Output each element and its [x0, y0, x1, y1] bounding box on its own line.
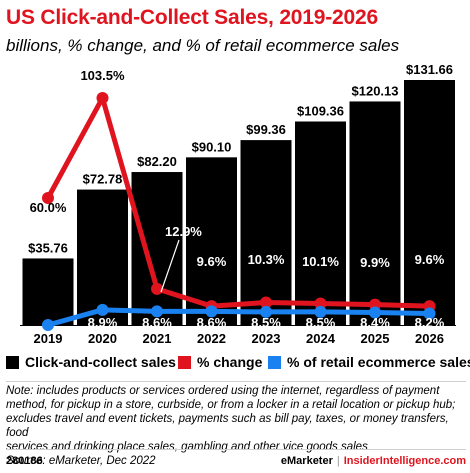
footer-divider	[6, 449, 466, 450]
brand-separator: |	[336, 455, 340, 467]
leader-line	[160, 239, 180, 293]
bar-2020	[77, 189, 128, 325]
change-value-label: 12.9%	[165, 224, 202, 239]
share-line	[45, 307, 432, 328]
share-line-point	[260, 305, 272, 318]
bar-2023	[240, 140, 292, 325]
bar-value-label: $72.78	[83, 172, 123, 187]
bar-2024	[295, 121, 346, 325]
bar-value-label: $82.20	[137, 154, 177, 169]
share-line-point	[96, 303, 109, 316]
change-line-point	[96, 91, 109, 104]
share-line-point	[423, 307, 436, 320]
share-value-label: 8.6%	[142, 315, 172, 330]
change-value-label: 60.0%	[30, 200, 67, 215]
bar-value-label: $109.36	[297, 103, 344, 118]
change-line-point	[260, 296, 272, 309]
chart-subtitle: billions, % change, and % of retail ecom…	[6, 36, 400, 55]
bar-value-label: $131.66	[406, 62, 453, 77]
legend: Click-and-collect sales % change % of re…	[6, 352, 470, 374]
legend-swatch-change	[178, 355, 191, 369]
bar-2026	[404, 80, 455, 325]
legend-label-change: % change	[197, 354, 263, 370]
share-value-label: 8.9%	[88, 315, 118, 330]
share-line-point	[205, 305, 218, 318]
x-tick-label: 2022	[197, 331, 226, 346]
change-line-point	[151, 282, 163, 295]
change-value-label: 9.6%	[415, 252, 445, 267]
bar-value-label: $35.76	[28, 240, 68, 255]
bar-2019	[22, 258, 74, 325]
share-line-point	[369, 306, 381, 319]
x-tick-label: 2025	[361, 331, 390, 346]
bar-value-label: $99.36	[246, 122, 286, 137]
bar-value-label: $120.13	[352, 83, 399, 98]
x-tick-label: 2026	[415, 331, 444, 346]
share-value-label: 6.0%	[33, 290, 63, 305]
change-line-point	[42, 192, 54, 204]
change-line-point	[314, 297, 327, 310]
legend-item-sales: Click-and-collect sales	[6, 354, 176, 370]
bar-2025	[349, 101, 401, 325]
x-tick-label: 2023	[252, 331, 281, 346]
change-line	[45, 95, 432, 309]
share-value-label: 8.4%	[360, 315, 390, 330]
chart-title: US Click-and-Collect Sales, 2019-2026	[6, 6, 378, 29]
note-line: excludes travel and event tickets, payme…	[6, 413, 449, 439]
share-value-label: 8.2%	[415, 315, 445, 330]
share-line-point	[151, 305, 163, 318]
legend-label-share: % of retail ecommerce sales	[287, 354, 470, 370]
change-value-label: 10.3%	[248, 252, 285, 267]
change-value-label: 10.1%	[302, 254, 339, 269]
share-value-label: 8.6%	[197, 315, 227, 330]
note-divider	[6, 381, 466, 382]
x-tick-label: 2020	[88, 331, 117, 346]
share-value-label: 8.5%	[251, 315, 281, 330]
share-line-point	[42, 319, 54, 332]
legend-swatch-sales	[6, 355, 19, 369]
x-tick-label: 2019	[34, 331, 63, 346]
source-line: Source: eMarketer, Dec 2022	[6, 455, 156, 467]
bar-value-label: $90.10	[192, 139, 232, 154]
note-line: services and drinking place sales, gambl…	[6, 441, 368, 453]
note-line: method, for pickup in a store, curbside,…	[6, 399, 456, 411]
legend-swatch-share	[268, 355, 281, 369]
legend-label-sales: Click-and-collect sales	[25, 354, 176, 370]
change-value-label: 9.9%	[360, 255, 390, 270]
x-tick-label: 2024	[306, 331, 336, 346]
chart-id: 280186	[6, 455, 43, 467]
brand-insider-intelligence: InsiderIntelligence.com	[343, 455, 466, 467]
share-value-label: 8.5%	[306, 315, 336, 330]
note-line: Note: includes products or services orde…	[6, 385, 440, 397]
legend-item-share: % of retail ecommerce sales	[268, 354, 470, 370]
bar-2022	[186, 157, 237, 325]
bar-2021	[131, 172, 183, 325]
x-tick-label: 2021	[143, 331, 172, 346]
brand-emarketer: eMarketer	[280, 455, 333, 467]
change-value-label: 103.5%	[80, 68, 125, 83]
legend-item-change: % change	[178, 354, 262, 370]
chart-note: Note: includes products or services orde…	[6, 384, 468, 468]
chart-area: 2019 2020 2021 2022 2023 2024 2025 2026 $35.76 $7…	[20, 62, 456, 346]
share-line-point	[314, 305, 327, 318]
change-value-label: 9.6%	[197, 254, 227, 269]
brand: eMarketer | InsiderIntelligence.com	[281, 455, 466, 467]
